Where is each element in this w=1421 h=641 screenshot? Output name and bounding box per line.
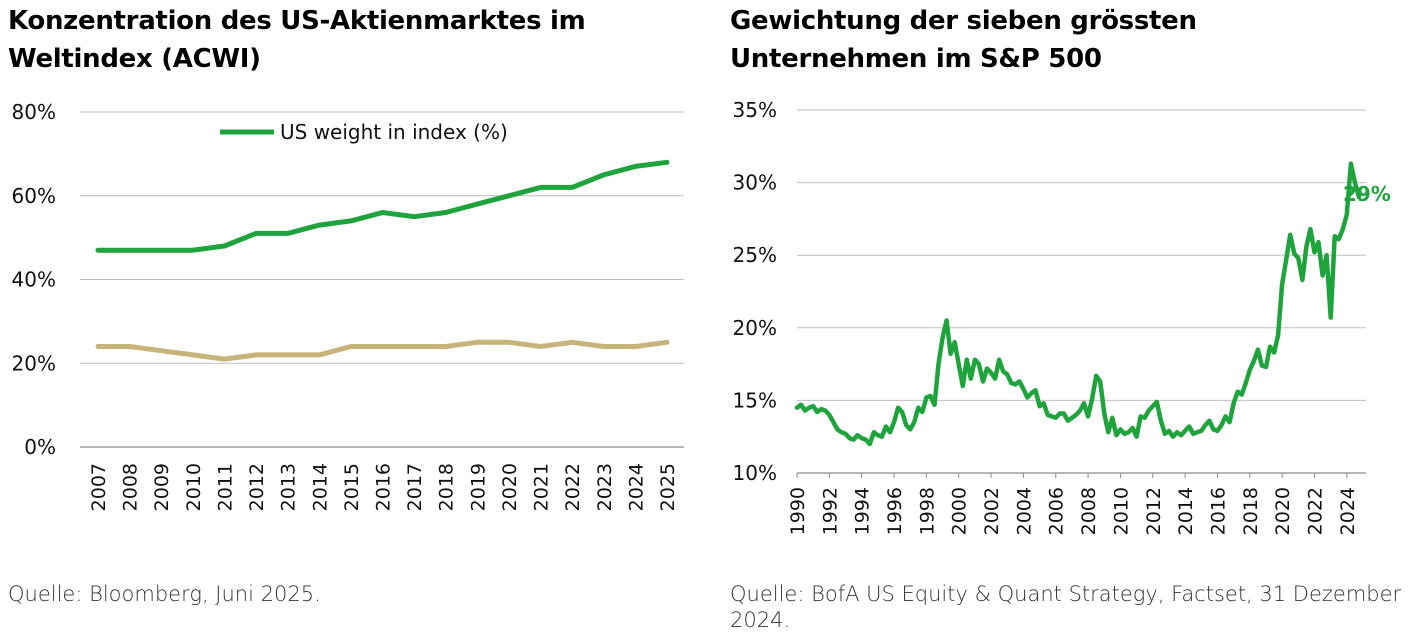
x-tick-label: 2017 [404,463,426,511]
x-tick-label: 2019 [467,463,489,511]
end-value-label: 29% [1343,182,1391,206]
series-line [794,161,1362,447]
left-chart: 0% 20% 40% 60% 80% 2007 2008 2009 2010 2011 2012 20… [12,100,684,511]
y-tick-label: 40% [12,268,56,292]
x-tick-label: 2014 [309,463,331,511]
x-tick-label: 1996 [884,487,906,535]
series-line [95,339,670,362]
series-line [95,159,670,253]
left-source-note: Quelle: Bloomberg, Juni 2025. [8,582,321,606]
right-chart: 10% 15% 20% 25% 30% 35% 1990 1992 1994 1996 1998 20… [733,98,1391,535]
x-tick-label: 2015 [341,463,363,511]
x-tick-label: 2002 [981,487,1003,535]
right-chart-panel: Gewichtung der sieben grössten Unternehm… [722,0,1421,641]
x-tick-label: 2024 [1337,487,1359,535]
x-tick-label: 2014 [1175,487,1197,535]
y-tick-label: 20% [733,316,777,340]
y-tick-label: 10% [733,461,777,485]
x-tick-label: 1998 [916,487,938,535]
x-tick-label: 2016 [1207,487,1229,535]
x-tick-label: 2010 [1110,487,1132,535]
y-tick-label: 15% [733,388,777,412]
y-tick-label: 25% [733,243,777,267]
left-chart-title: Konzentration des US-Aktienmarktes im We… [8,6,586,74]
right-chart-title: Gewichtung der sieben grössten Unternehm… [730,6,1197,74]
x-tick-label: 2012 [246,463,268,511]
x-tick-label: 2006 [1046,487,1068,535]
x-tick-label: 2016 [373,463,395,511]
x-tick-label: 2008 [120,463,142,511]
x-tick-label: 2008 [1078,487,1100,535]
x-tick-label: 2025 [657,463,679,511]
x-tick-label: 1994 [852,487,874,535]
x-tick-label: 2021 [531,463,553,511]
x-tick-label: 2007 [88,463,110,511]
y-tick-label: 30% [733,171,777,195]
x-tick-label: 2013 [278,463,300,511]
x-tick-label: 1990 [787,487,809,535]
right-source-note: Quelle: BofA US Equity & Quant Strategy,… [730,582,1402,632]
x-tick-label: 2009 [151,463,173,511]
y-tick-label: 35% [733,98,777,122]
y-tick-label: 20% [12,351,56,375]
y-tick-label: 0% [24,435,56,459]
x-tick-label: 2022 [1304,487,1326,535]
x-tick-label: 2023 [594,463,616,511]
x-tick-label: 2010 [183,463,205,511]
left-chart-panel: Konzentration des US-Aktienmarktes im We… [0,0,700,641]
x-tick-label: 2011 [214,463,236,511]
x-tick-label: 2000 [949,487,971,535]
x-tick-label: 2018 [1240,487,1262,535]
x-tick-label: 2020 [499,463,521,511]
y-tick-label: 80% [12,100,56,124]
legend-label: US weight in index (%) [280,120,508,144]
x-tick-label: 1992 [819,487,841,535]
x-tick-label: 2020 [1272,487,1294,535]
x-tick-label: 2018 [436,463,458,511]
x-tick-label: 2004 [1013,487,1035,535]
x-tick-label: 2024 [625,463,647,511]
y-tick-label: 60% [12,184,56,208]
x-tick-label: 2022 [562,463,584,511]
x-tick-label: 2012 [1143,487,1165,535]
